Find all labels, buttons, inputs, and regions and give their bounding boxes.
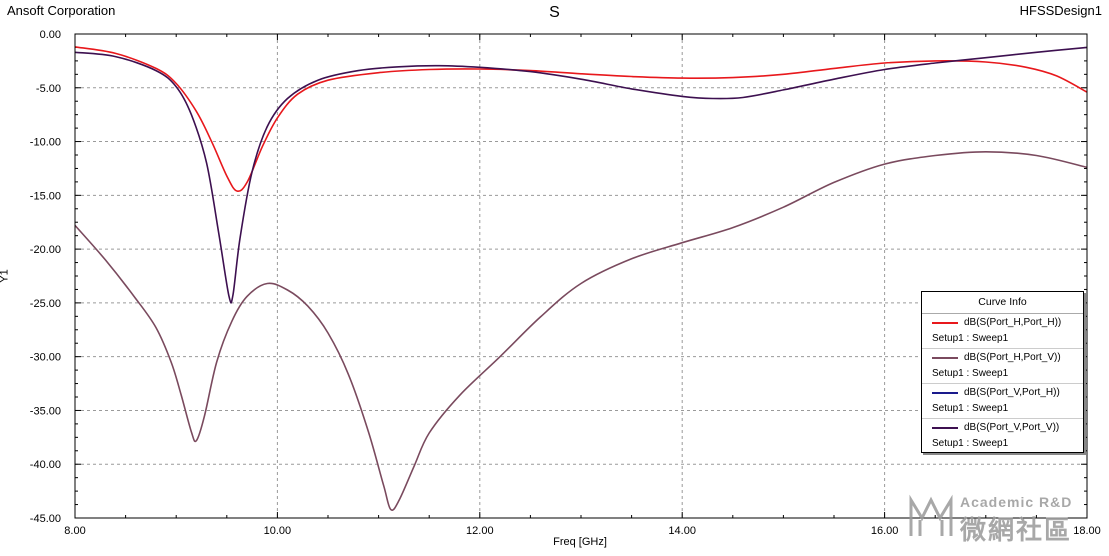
x-axis-label: Freq [GHz] [553,536,607,548]
legend-item-name: dB(S(Port_V,Port_V)) [964,422,1060,433]
y-tick-label: -25.00 [30,298,61,310]
design-name: HFSSDesign1 [1019,3,1102,18]
x-tick-labels: 8.00 10.00 12.00 14.00 16.00 18.00 [64,525,1100,537]
series-line-db-s-port-h-port-v [74,151,1088,511]
legend-item[interactable]: dB(S(Port_V,Port_V)) Setup1 : Sweep1 [922,419,1083,453]
y-tick-label: -20.00 [30,244,61,256]
y-tick-label: -15.00 [30,190,61,202]
x-tick-label: 10.00 [264,525,292,537]
chart-title: S [549,4,560,21]
x-tick-label: 12.00 [466,525,494,537]
grid-lines [75,34,1087,518]
y-axis-label: Y1 [0,269,11,283]
y-tick-label: -40.00 [30,459,61,471]
series-line-db-s-port-h-port-h [74,46,1088,193]
x-tick-label: 16.00 [871,525,899,537]
series-lines [74,46,1088,511]
watermark-text-cn: 微網社區 [960,516,1073,546]
legend-item-name: dB(S(Port_V,Port_H)) [964,387,1060,398]
y-tick-label: -35.00 [30,405,61,417]
series-line-db-s-port-v-port-v [74,46,1088,304]
legend-swatch [932,357,958,359]
watermark-text-en: Academic R&D [960,494,1073,510]
y-tick-label: -30.00 [30,352,61,364]
legend-item[interactable]: dB(S(Port_H,Port_V)) Setup1 : Sweep1 [922,349,1083,384]
y-tick-labels: 0.00 -5.00 -10.00 -15.00 -20.00 -25.00 -30.00 -… [30,29,61,525]
y-tick-label: -10.00 [30,137,61,149]
legend-item-name: dB(S(Port_H,Port_V)) [964,352,1061,363]
legend-item[interactable]: dB(S(Port_H,Port_H)) Setup1 : Sweep1 [922,314,1083,349]
legend-swatch [932,427,958,429]
legend-item-setup: Setup1 : Sweep1 [932,368,1009,379]
x-tick-label: 8.00 [64,525,85,537]
watermark-logo-icon [909,494,953,536]
company-label: Ansoft Corporation [7,3,116,18]
legend-swatch [932,322,958,324]
legend-title: Curve Info [922,292,1083,314]
legend-item-setup: Setup1 : Sweep1 [932,438,1009,449]
legend-item-name: dB(S(Port_H,Port_H)) [964,317,1062,328]
legend-swatch [932,392,958,394]
plot-frame [74,33,1088,519]
x-tick-label: 18.00 [1073,525,1101,537]
legend-item-setup: Setup1 : Sweep1 [932,403,1009,414]
y-tick-label: -45.00 [30,513,61,525]
x-tick-label: 14.00 [668,525,696,537]
legend-item[interactable]: dB(S(Port_V,Port_H)) Setup1 : Sweep1 [922,384,1083,419]
y-tick-label: -5.00 [36,83,61,95]
y-tick-label: 0.00 [40,29,61,41]
legend-item-setup: Setup1 : Sweep1 [932,333,1009,344]
curve-info-legend[interactable]: Curve Info dB(S(Port_H,Port_H)) Setup1 :… [921,291,1084,453]
